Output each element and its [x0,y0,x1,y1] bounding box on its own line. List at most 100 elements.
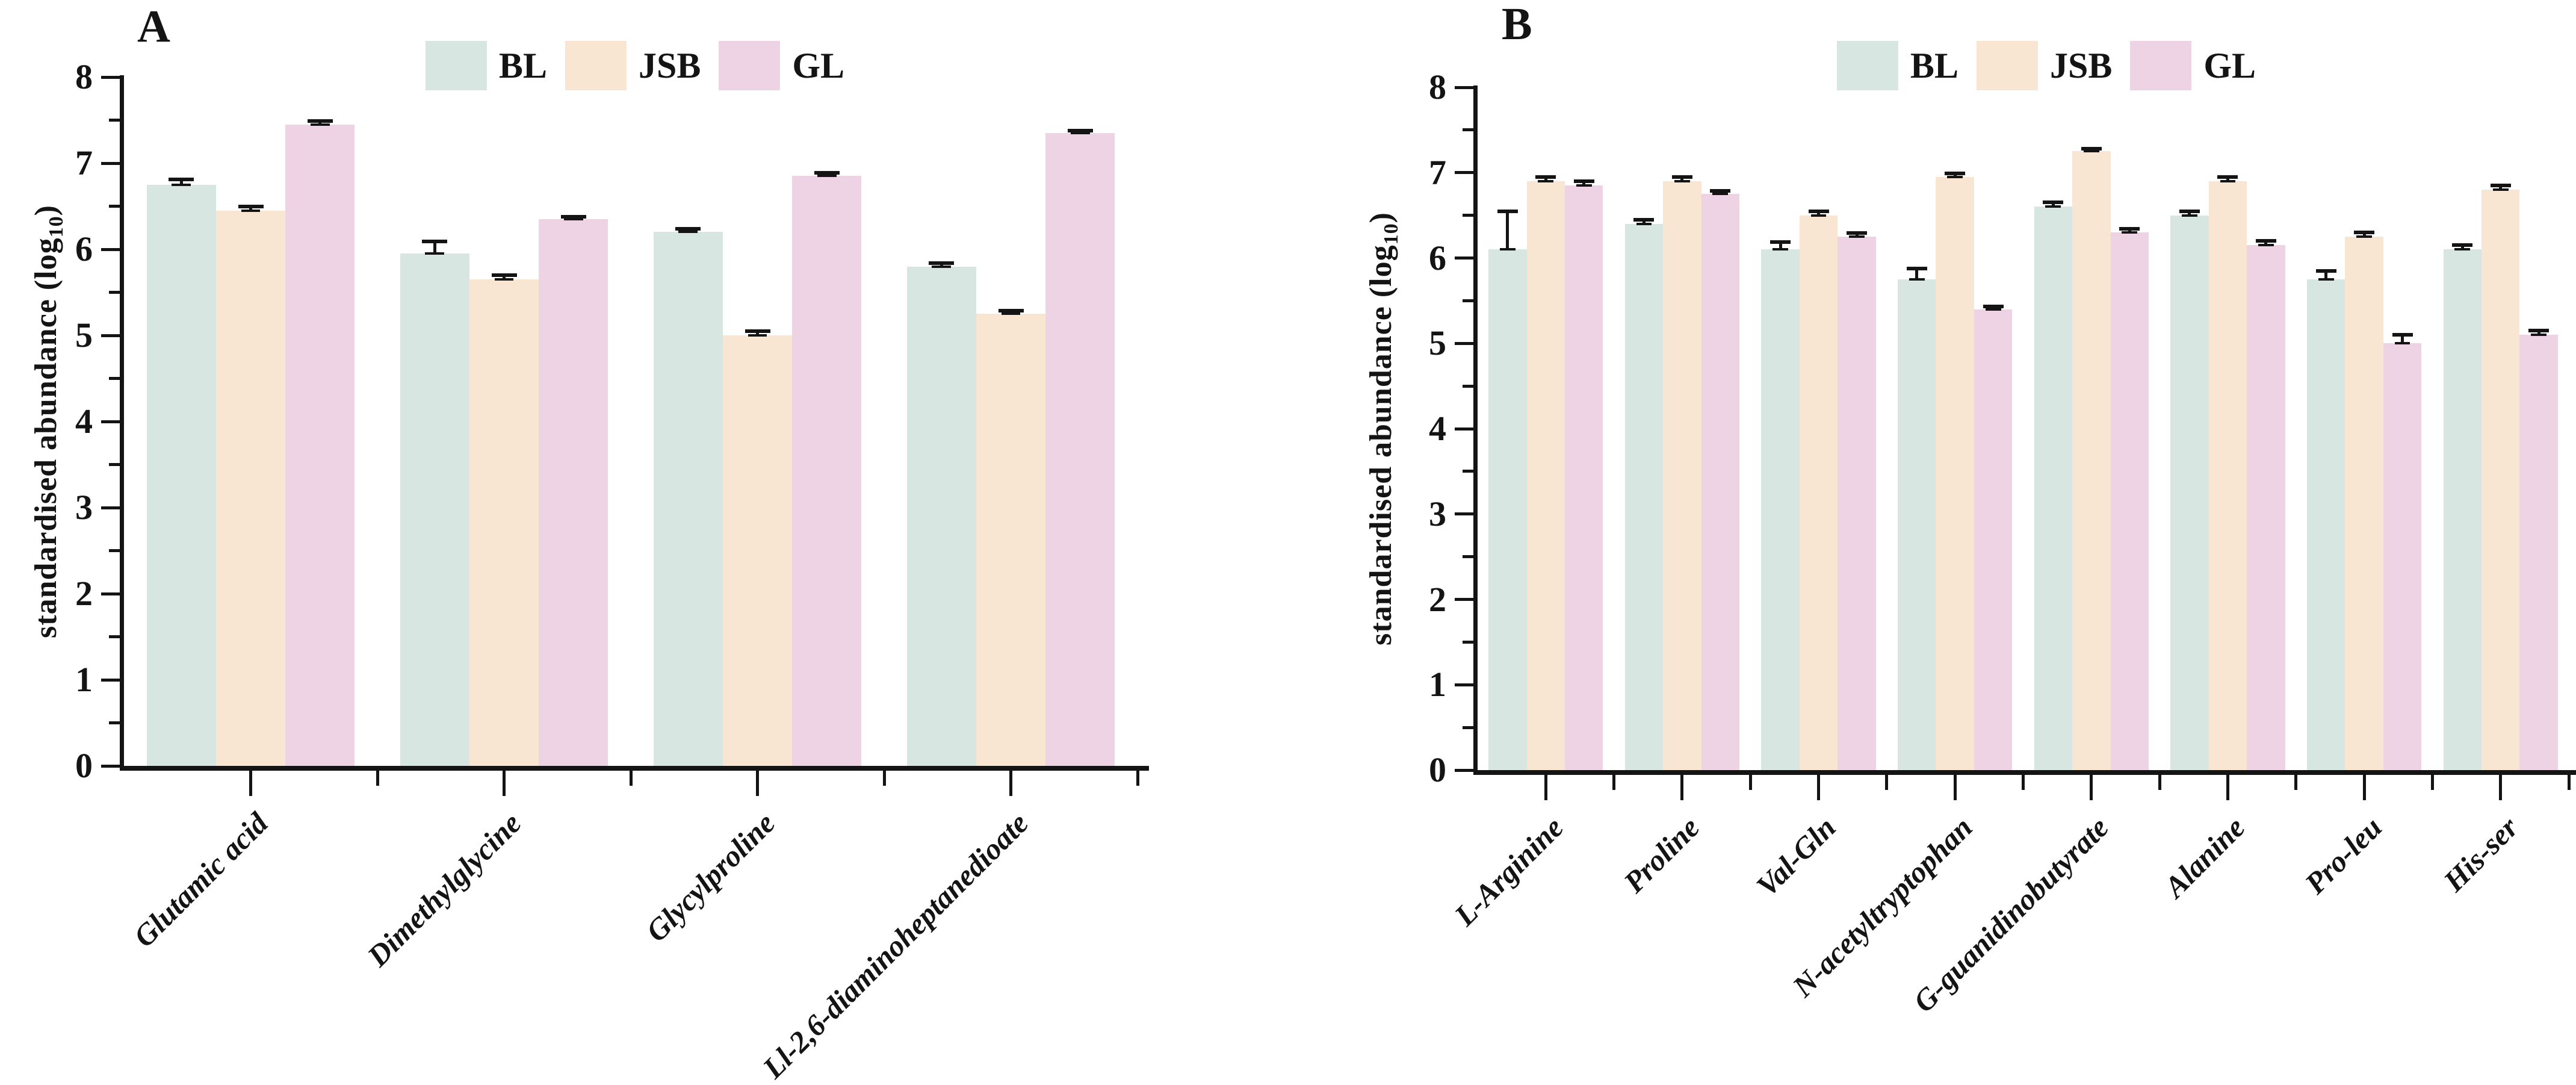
y-tick-label: 6 [75,229,93,269]
x-major-tick [756,771,759,796]
error-bar-cap-top [2354,230,2375,234]
error-bar-cap-bottom [1810,214,1827,217]
y-minor-tick [1463,299,1473,302]
error-bar-cap-bottom [2492,188,2509,191]
error-bar-cap-top [1808,209,1829,213]
legend-label-jsb: JSB [638,45,701,85]
error-bar-cap-bottom [172,183,191,186]
error-bar-stem [1915,268,1919,279]
y-minor-tick [109,635,120,638]
error-bar-stem [1817,211,1821,216]
error-bar-cap-bottom [2394,342,2410,345]
y-minor-tick [1463,470,1473,473]
y-minor-tick [1463,726,1473,729]
error-bar-cap-bottom [1849,235,1865,238]
y-major-tick [101,764,120,768]
y-major-tick [1455,256,1473,260]
bar-jsb [1663,181,1701,770]
x-major-tick [1680,775,1684,800]
bar-jsb [2481,190,2520,770]
error-bar-stem [1506,211,1509,250]
y-major-tick [1455,171,1473,175]
legend-a: BL JSB GL [425,41,844,90]
bar-gl [1838,237,1876,770]
error-bar-cap-bottom [241,209,261,212]
y-axis [120,75,124,771]
legend-label-bl: BL [498,45,547,85]
error-bar-cap-top [1633,217,1655,222]
error-bar-stem [1680,176,1684,181]
error-bar-cap-top [422,240,448,244]
x-category-label: Alanine [2158,810,2252,904]
y-minor-tick [109,205,120,208]
y-tick-label: 1 [1429,665,1446,704]
error-bar-cap-top [1497,209,1518,213]
y-minor-tick [1463,128,1473,132]
error-bar-cap-top [2217,175,2238,179]
error-bar-cap-bottom [1538,179,1554,182]
error-bar-cap-bottom [2258,244,2274,247]
error-bar-cap-top [675,226,701,231]
y-axis-title-suffix: ) [1363,212,1398,223]
error-bar-stem [433,241,436,254]
x-major-tick [2090,775,2093,800]
y-major-tick [1455,683,1473,686]
error-bar-stem [2226,176,2229,181]
bar-jsb [469,279,539,766]
error-bar-cap-top [1847,231,1868,235]
legend-swatch-jsb [565,41,627,90]
x-category-label: Proline [1617,810,1706,900]
bar-bl [2034,207,2073,770]
y-major-tick [101,247,120,251]
error-bar-cap-bottom [1070,131,1090,134]
y-tick-label: 0 [1429,750,1446,789]
y-major-tick [1455,512,1473,516]
x-axis [120,766,1149,771]
y-major-tick [1455,598,1473,601]
error-bar-cap-top [1770,240,1791,244]
error-bar-cap-top [929,261,955,265]
legend-item-gl: GL [719,41,844,90]
bar-bl [1624,223,1664,770]
y-major-tick [101,75,120,79]
bar-bl [400,253,469,766]
x-category-label: Glutamic acid [127,806,274,954]
y-tick-label: 4 [75,402,93,441]
error-bar-cap-bottom [2356,235,2372,238]
x-category-label: His-ser [2436,810,2525,898]
error-bar-cap-bottom [1909,278,1925,281]
y-tick-label: 3 [75,488,93,527]
error-bar-cap-top [2528,328,2550,332]
legend-item-bl: BL [425,41,547,90]
y-axis [1473,85,1478,775]
legend-swatch-gl [2130,41,2192,90]
error-bar-cap-bottom [2045,205,2061,208]
error-bar-cap-top [2452,243,2473,247]
error-bar-stem [179,179,183,185]
error-bar-cap-top [2255,239,2276,243]
y-tick-label: 8 [1429,67,1446,107]
panel-letter-b: B [1502,0,1532,49]
x-minor-tick [1612,775,1616,790]
x-category-label: Val-Gln [1750,810,1843,903]
error-bar-stem [756,331,759,335]
bar-bl [1488,249,1527,770]
bar-gl [539,219,608,766]
y-minor-tick [109,119,120,122]
y-major-tick [101,420,120,423]
error-bar-cap-top [2081,147,2102,151]
x-minor-tick [1885,775,1889,790]
error-bar-cap-top [2490,184,2511,187]
x-category-label: Dimethylglycine [361,806,528,973]
error-bar-cap-bottom [2454,248,2471,251]
panel-b: B BL JSB GL standardised abundance (log10)… [1288,0,2576,1058]
legend-item-jsb: JSB [1976,41,2113,90]
x-minor-tick [1748,775,1752,790]
bar-bl [1761,249,1800,770]
error-bar-cap-top [1573,179,1594,183]
y-axis-title-suffix: ) [28,205,63,216]
plot-area-b: 0 1 2 3 4 5 6 7 8 L-Arginine Proline Val-Gln N-acety… [1429,69,2576,1019]
x-minor-tick [2430,775,2434,790]
legend-label-jsb: JSB [2049,45,2113,85]
error-bar-stem [503,275,506,280]
